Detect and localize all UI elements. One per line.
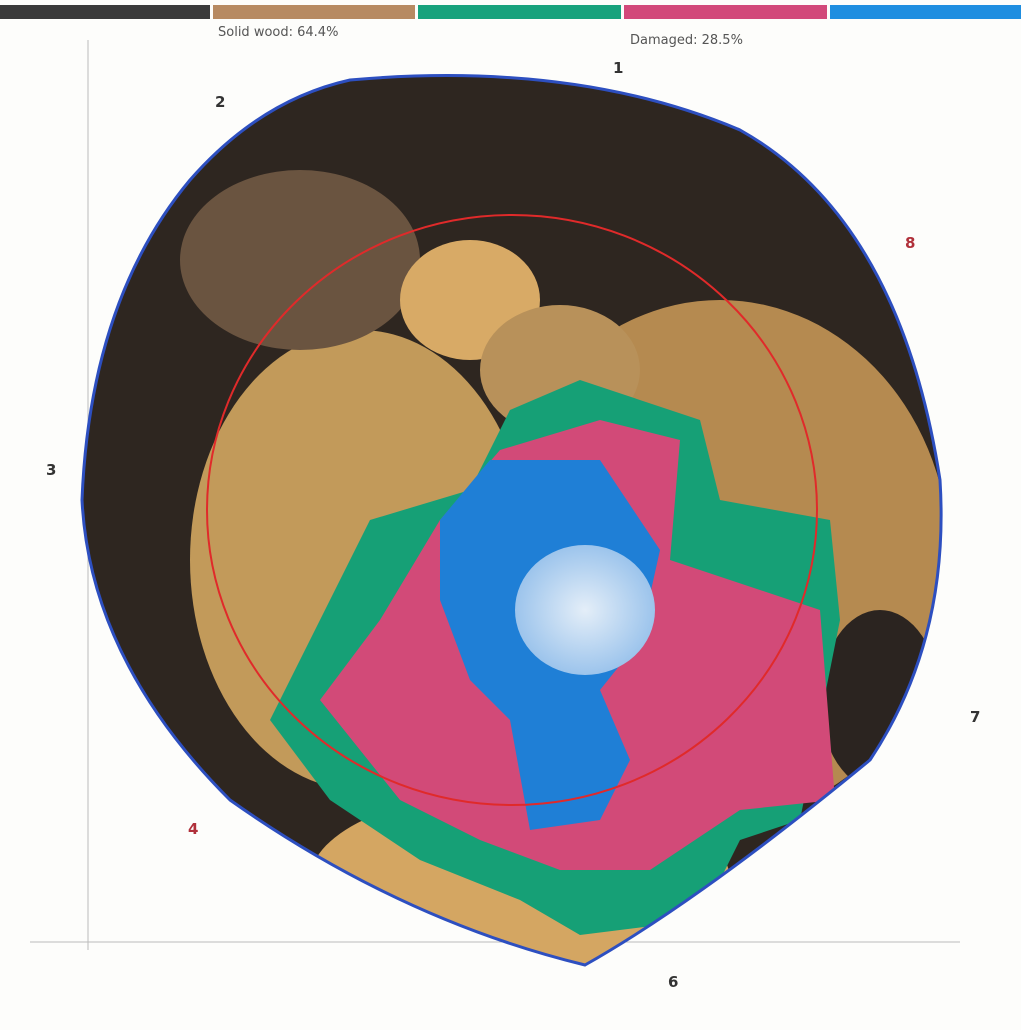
tomogram-view: Solid wood: 64.4% Damaged: 28.5% 1 2 3 4… [0,0,1021,1026]
sensor-label: 2 [215,93,225,111]
damaged-label: Damaged: 28.5% [630,33,743,48]
sensor-label: 6 [668,973,678,991]
sensor-label: 1 [613,59,623,77]
sensor-label: 8 [905,234,915,252]
sensor-label: 3 [46,461,56,479]
sensor-label: 4 [188,820,198,838]
solid-wood-label: Solid wood: 64.4% [218,25,338,40]
legend-bar [0,5,1021,19]
sensor-label: 7 [970,708,980,726]
